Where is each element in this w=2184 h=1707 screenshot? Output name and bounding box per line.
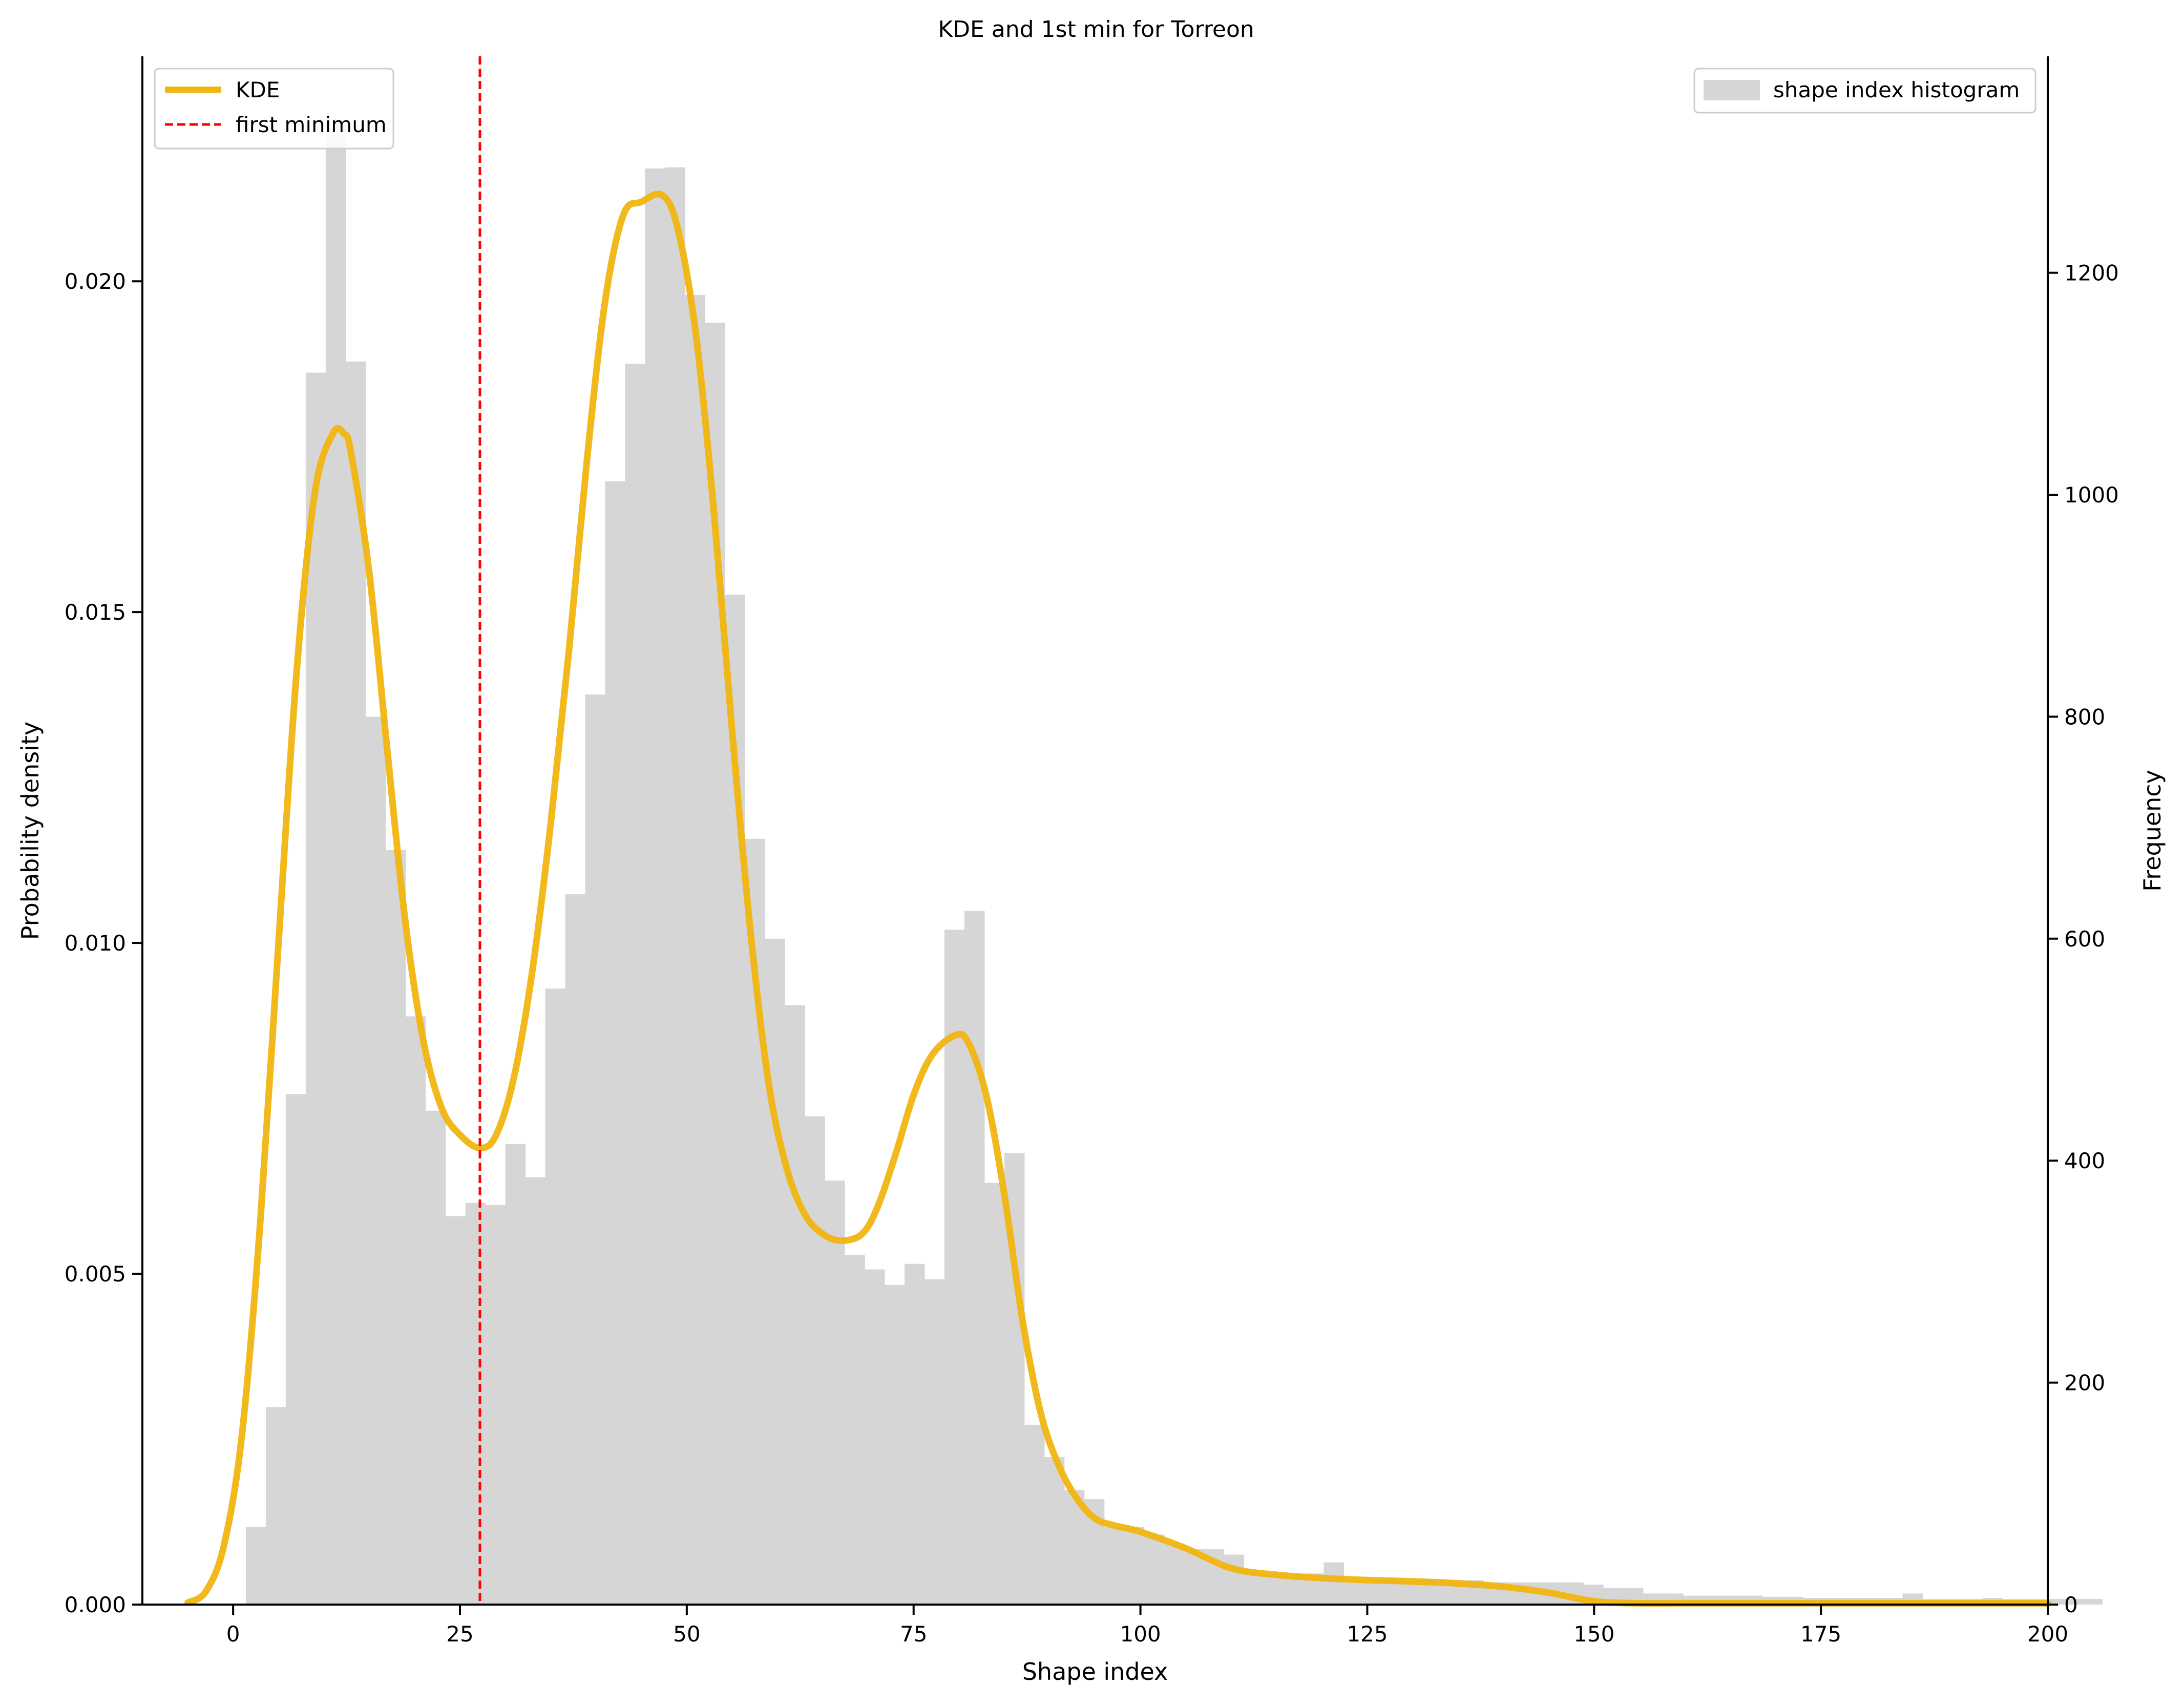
histogram-bar	[1024, 1424, 1045, 1605]
legend-left: KDE first minimum	[154, 68, 394, 150]
legend-histogram-label: shape index histogram	[1773, 77, 2020, 102]
histogram-bar	[445, 1216, 466, 1605]
histogram-bar	[245, 1527, 266, 1605]
left-y-axis-ticks: 0.000 0.005 0.010 0.015 0.020	[65, 269, 142, 1617]
histogram-bar	[1363, 1580, 1384, 1605]
kde-line	[184, 191, 2051, 1607]
histogram-bar	[425, 1110, 446, 1605]
histogram-bar	[325, 128, 346, 1605]
x-tick-label: 75	[900, 1621, 927, 1647]
x-tick-label: 0	[226, 1621, 240, 1647]
x-tick-label: 100	[1120, 1621, 1161, 1647]
histogram-bar	[924, 1279, 945, 1605]
right-y-tick-label: 0	[2064, 1592, 2078, 1617]
right-y-axis-label: Frequency	[2138, 770, 2166, 892]
histogram-bar	[385, 850, 406, 1605]
x-tick-label: 150	[1573, 1621, 1614, 1647]
histogram-bar	[565, 894, 586, 1605]
histogram-bar	[585, 694, 606, 1605]
histogram-bar	[345, 361, 366, 1605]
x-tick-label: 50	[673, 1621, 700, 1647]
legend-right: shape index histogram	[1693, 68, 2036, 114]
histogram-bar	[645, 168, 665, 1605]
legend-kde-label: KDE	[236, 77, 280, 102]
right-y-tick-label: 800	[2064, 704, 2105, 729]
left-y-tick-label: 0.000	[65, 1592, 126, 1617]
histogram-bar	[685, 294, 705, 1605]
histogram-bar	[964, 911, 985, 1605]
histogram-bar	[1104, 1527, 1125, 1605]
histogram-bar	[665, 167, 685, 1605]
histogram-bar	[1343, 1580, 1364, 1605]
right-y-tick-label: 1200	[2064, 261, 2119, 286]
histogram-bar	[1224, 1554, 1245, 1605]
histogram-bar	[805, 1116, 825, 1605]
histogram-bar	[505, 1144, 526, 1605]
legend-first-minimum-label: first minimum	[236, 112, 387, 137]
histogram-bar	[845, 1255, 865, 1605]
kde-layer	[184, 191, 2051, 1607]
histogram-bar	[525, 1177, 546, 1605]
histogram-bar	[1264, 1573, 1285, 1605]
histogram-bar	[984, 1183, 1005, 1605]
legend-right-frame	[1693, 68, 2036, 114]
x-tick-label: 125	[1347, 1621, 1388, 1647]
histogram-bar	[1324, 1562, 1344, 1605]
x-axis-ticks: 0 25 50 75 100 125 150 175 200	[226, 1605, 2068, 1647]
x-axis-label: Shape index	[1022, 1658, 1168, 1685]
left-y-tick-label: 0.010	[65, 931, 126, 956]
histogram-bar	[405, 1016, 426, 1605]
x-tick-label: 25	[446, 1621, 473, 1647]
histogram-bar	[1144, 1534, 1165, 1605]
histogram-bar	[865, 1269, 885, 1605]
histogram-bar	[465, 1203, 486, 1605]
right-y-tick-label: 1000	[2064, 482, 2119, 508]
histogram-bar	[885, 1284, 905, 1605]
x-tick-label: 175	[1800, 1621, 1841, 1647]
histogram-bar	[265, 1407, 286, 1605]
histogram-bar	[1124, 1527, 1145, 1605]
histogram-bar	[545, 988, 566, 1605]
histogram-bar	[1164, 1543, 1185, 1605]
histogram-bar	[285, 1094, 306, 1605]
histogram-bar	[1044, 1457, 1065, 1605]
left-y-tick-label: 0.020	[65, 269, 126, 294]
left-y-tick-label: 0.005	[65, 1261, 126, 1287]
histogram-bar	[485, 1205, 506, 1605]
histogram-bar	[2082, 1599, 2103, 1605]
x-tick-label: 200	[2027, 1621, 2068, 1647]
right-y-axis-ticks: 0 200 400 600 800 1000 1200	[2048, 261, 2119, 1617]
histogram-bar	[625, 364, 645, 1605]
right-y-tick-label: 200	[2064, 1371, 2105, 1396]
histogram-bar	[825, 1181, 845, 1605]
histogram-bar	[765, 938, 785, 1605]
histogram-bar	[605, 481, 625, 1605]
histogram-bar	[785, 1005, 805, 1605]
histogram-bar	[905, 1263, 925, 1605]
histogram-bar	[2062, 1599, 2083, 1605]
histogram-bar	[365, 716, 386, 1605]
histogram-bar	[305, 372, 326, 1605]
histogram-bar	[2042, 1599, 2063, 1605]
chart-title: KDE and 1st min for Torreon	[938, 16, 1254, 43]
histogram-bars	[245, 128, 2103, 1605]
right-y-tick-label: 400	[2064, 1148, 2105, 1173]
legend-histogram-swatch	[1704, 80, 1760, 100]
left-y-tick-label: 0.015	[65, 600, 126, 625]
left-y-axis-label: Probability density	[16, 722, 44, 940]
histogram-bar	[1244, 1573, 1265, 1605]
right-y-tick-label: 600	[2064, 926, 2105, 952]
